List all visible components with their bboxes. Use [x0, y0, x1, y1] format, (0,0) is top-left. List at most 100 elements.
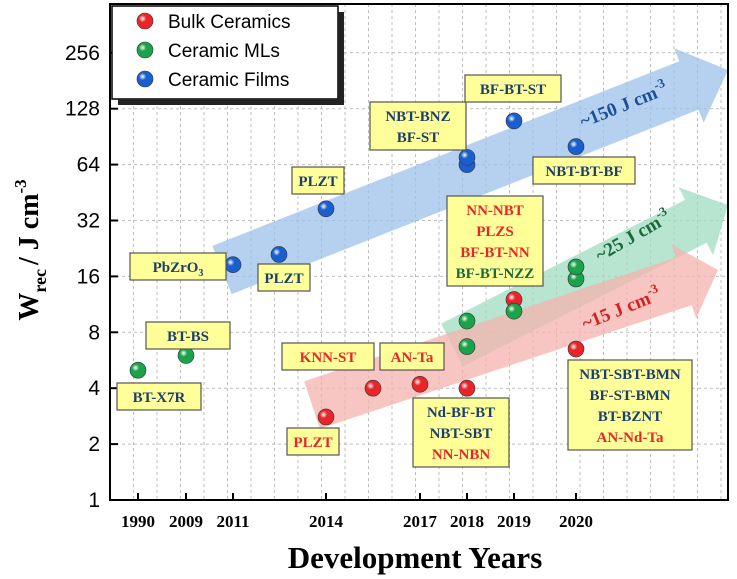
annotation-text: BF-ST [397, 130, 440, 146]
legend-marker [136, 70, 154, 88]
annotation-text: AN-Ta [391, 350, 434, 366]
annotation-box-bg [116, 382, 202, 411]
annotation-box: NBT-BT-BF [532, 156, 636, 185]
annotation-box: BF-BT-ST [464, 74, 562, 103]
annotation-text: BF-ST-BMN [589, 388, 670, 404]
y-tick-label: 128 [65, 98, 100, 121]
annotation-text-main: AN-Nd-Ta [597, 430, 664, 446]
annotation-text-main: NBT-BNZ [385, 109, 450, 125]
annotation-text: BT-BS [167, 329, 209, 345]
y-axis-label-main: W [14, 293, 45, 321]
annotation-box: AN-Ta [379, 342, 445, 371]
annotation-box-bg [129, 252, 227, 281]
annotation-text: PLZT [293, 435, 332, 451]
annotation-text: NBT-SBT-BMN [579, 367, 681, 383]
annotation-text: AN-Nd-Ta [597, 430, 664, 446]
data-point [567, 138, 585, 155]
annotation-box: PLZT [286, 427, 340, 456]
annotation-box-bg [145, 321, 231, 350]
trend-arrow-bulk [304, 244, 719, 429]
annotation-text-main: PbZrO [153, 260, 199, 276]
annotation-box-bg [567, 359, 693, 451]
legend-marker [136, 12, 154, 30]
annotation-text-main: BT-X7R [133, 390, 186, 406]
data-point [129, 361, 147, 379]
annotation-text-main: NBT-SBT-BMN [579, 367, 681, 383]
annotation-text-main: BT-BS [167, 329, 209, 345]
annotation-box: BT-X7R [116, 382, 202, 411]
y-axis-label-sub: rec [30, 269, 50, 293]
y-axis-label: Wrec / J cm-3 [11, 179, 50, 320]
annotation-box: PLZT [257, 263, 311, 292]
data-point [317, 200, 335, 218]
annotation-text-sub: 3 [198, 268, 203, 279]
x-tick-label: 2009 [169, 512, 203, 531]
data-point [364, 379, 382, 397]
annotation-box-bg [464, 74, 562, 103]
annotation-box: NN-NBT PLZS BF-BT-NN BF-BT-NZZ [446, 195, 544, 287]
y-tick-label: 1 [88, 489, 100, 512]
annotation-box: PbZrO3 [129, 252, 227, 281]
annotation-text: Nd-BF-BT [427, 405, 495, 421]
x-axis-label: Development Years [288, 540, 543, 575]
annotation-text-main: NN-NBT [466, 203, 524, 219]
x-tick-label: 2020 [559, 512, 593, 531]
data-point [317, 408, 335, 426]
data-point [458, 312, 476, 330]
data-point [458, 338, 476, 355]
annotation-text-main: PLZT [298, 174, 337, 190]
legend-shadow-bottom [118, 99, 344, 105]
annotation-box-bg [379, 342, 445, 371]
y-tick-label: 32 [77, 210, 100, 233]
annotation-text: PbZrO3 [153, 260, 204, 279]
x-tick-label: 2018 [450, 512, 484, 531]
annotation-text: BF-BT-NN [460, 245, 530, 261]
annotation-box: PLZT [291, 166, 345, 195]
annotation-box: Nd-BF-BT NBT-SBT NN-NBN [412, 397, 510, 468]
y-axis-label-unit: / J cm [14, 193, 45, 266]
legend-label: Ceramic Films [168, 70, 289, 91]
annotation-text: BT-X7R [133, 390, 186, 406]
annotation-text-main: KNN-ST [300, 350, 357, 366]
annotation-text: KNN-ST [300, 350, 357, 366]
x-tick-label: 2014 [309, 512, 344, 531]
annotation-text-main: NBT-BT-BF [545, 164, 622, 180]
annotation-box: BT-BS [145, 321, 231, 350]
annotation-text: BF-BT-ST [480, 82, 546, 98]
y-tick-label: 8 [88, 321, 100, 344]
annotation-text-main: NBT-SBT [430, 426, 493, 442]
x-tick-label: 1990 [121, 512, 155, 531]
y-tick-label: 64 [77, 154, 101, 177]
annotation-text: NBT-SBT [430, 426, 493, 442]
annotation-text: PLZT [298, 174, 337, 190]
legend-marker [136, 41, 154, 59]
annotation-text-main: AN-Ta [391, 350, 434, 366]
data-point [458, 149, 476, 166]
y-tick-label: 16 [77, 265, 100, 288]
data-point [270, 246, 288, 263]
annotation-text-main: BF-BT-ST [480, 82, 546, 98]
annotation-text-main: BT-BZNT [598, 409, 662, 425]
data-point [567, 258, 585, 276]
y-tick-label: 2 [88, 433, 100, 456]
x-tick-label: 2011 [216, 512, 249, 531]
trend-arrow-bulk-shape [304, 244, 719, 429]
annotation-box: NBT-BNZ BF-ST [369, 101, 467, 151]
data-point [505, 302, 523, 320]
annotation-text: PLZT [264, 271, 303, 287]
series-ceramic-mls [129, 258, 585, 379]
annotation-text-main: BF-BT-NZZ [456, 266, 535, 282]
x-tick-label: 2017 [403, 512, 438, 531]
annotation-text: PLZS [476, 224, 514, 240]
y-axis-label-sup: -3 [11, 179, 30, 193]
annotation-box-bg [257, 263, 311, 292]
annotation-text-main: Nd-BF-BT [427, 405, 495, 421]
annotation-box-bg [291, 166, 345, 195]
annotation-box-bg [369, 101, 467, 151]
y-tick-label: 256 [65, 42, 100, 65]
annotation-text: NBT-BT-BF [545, 164, 622, 180]
annotation-text-main: BF-BT-NN [460, 245, 530, 261]
y-tick-label: 4 [88, 377, 100, 400]
legend: Bulk Ceramics Ceramic MLs Ceramic Films [111, 5, 344, 105]
